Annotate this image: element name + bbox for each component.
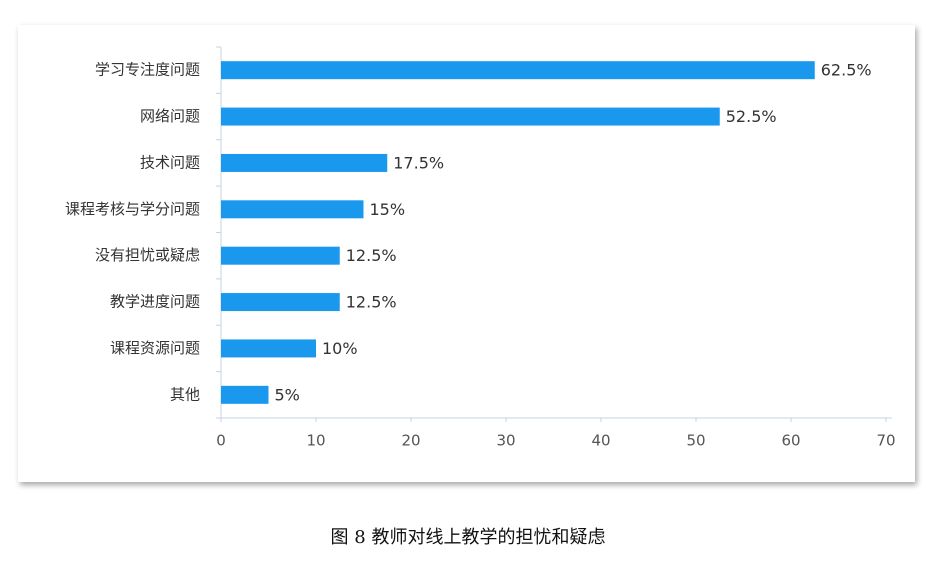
bar [221,61,815,80]
figure-caption: 图 8 教师对线上教学的担忧和疑虑 [331,527,606,548]
y-tick-label: 其他 [170,385,200,403]
x-tick-label: 70 [876,432,895,450]
value-label: 5% [275,385,300,404]
bar [221,293,340,312]
chart-card [18,25,915,482]
x-tick-label: 60 [781,432,800,450]
value-label: 62.5% [821,61,872,80]
x-tick-label: 0 [216,432,226,450]
bar [221,339,316,358]
bar [221,107,720,126]
bar [221,153,388,172]
y-tick-label: 技术问题 [140,153,200,171]
x-tick-label: 50 [686,432,705,450]
value-label: 12.5% [346,293,397,312]
bar [221,200,364,219]
x-tick-label: 40 [591,432,610,450]
x-tick-label: 30 [496,432,515,450]
bar [221,385,269,404]
value-label: 10% [322,339,358,358]
value-label: 17.5% [393,153,444,172]
y-tick-label: 没有担忧或疑虑 [95,246,200,264]
value-label: 52.5% [726,107,777,126]
bar [221,246,340,265]
y-tick-label: 网络问题 [140,107,200,125]
x-tick-label: 10 [306,432,325,450]
value-label: 12.5% [346,246,397,265]
y-tick-label: 教学进度问题 [110,293,200,311]
x-tick-label: 20 [401,432,420,450]
y-tick-label: 课程考核与学分问题 [65,200,200,218]
y-tick-label: 课程资源问题 [110,339,200,357]
value-label: 15% [370,200,406,219]
y-tick-label: 学习专注度问题 [95,61,200,79]
